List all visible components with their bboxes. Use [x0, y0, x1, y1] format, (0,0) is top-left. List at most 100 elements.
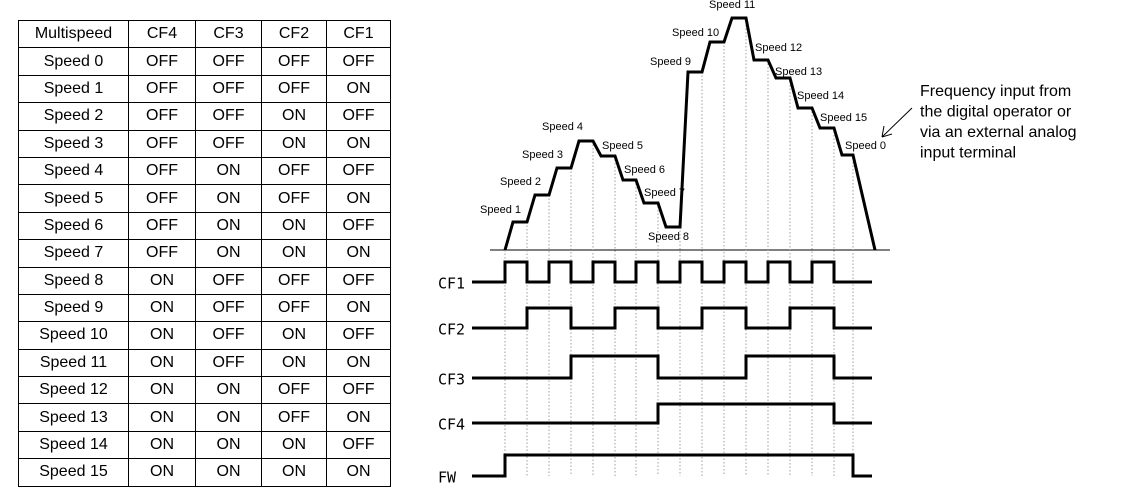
table-row: Speed 2 OFF OFF ON OFF — [18, 102, 391, 131]
cell: ON — [128, 376, 196, 405]
annotation: Frequency input from the digital operator… — [920, 83, 1077, 162]
signal-wave — [472, 306, 872, 330]
cell: Speed 11 — [18, 348, 129, 378]
cell: OFF — [326, 211, 391, 241]
cell: OFF — [326, 266, 391, 295]
cell: Speed 13 — [18, 403, 129, 432]
signal-wave — [472, 260, 872, 284]
cell: OFF — [261, 74, 327, 104]
speed-label: Speed 8 — [648, 231, 689, 243]
cell: OFF — [261, 47, 327, 76]
table-row: Speed 15 ON ON ON ON — [18, 458, 391, 487]
cell: Speed 1 — [18, 74, 129, 104]
speed-label: Speed 6 — [624, 164, 665, 176]
speed-label: Speed 13 — [775, 66, 822, 78]
cell: ON — [128, 430, 196, 460]
table-row: Speed 14 ON ON ON OFF — [18, 430, 391, 460]
header-row: Multispeed CF4 CF3 CF2 CF1 — [18, 19, 391, 49]
arrow-head — [881, 125, 893, 138]
cell: OFF — [326, 102, 391, 131]
cell: OFF — [326, 47, 391, 76]
cell: CF2 — [261, 19, 327, 49]
cell: Speed 15 — [18, 458, 129, 487]
signal-label: FW — [438, 469, 457, 487]
speed-label: Speed 12 — [755, 42, 802, 54]
speed-label: Speed 2 — [500, 176, 541, 188]
speed-label: Speed 14 — [797, 90, 844, 102]
annotation-line: input terminal — [920, 145, 1016, 162]
annotation-line: the digital operator or — [920, 104, 1072, 121]
cell: ON — [195, 184, 262, 213]
cell: ON — [261, 239, 327, 268]
cell: ON — [261, 348, 327, 378]
table-row: Speed 10 ON OFF ON OFF — [18, 321, 391, 350]
cell: ON — [195, 211, 262, 241]
signal-wave — [472, 354, 872, 380]
cell: OFF — [261, 376, 327, 405]
signal-label: CF3 — [438, 371, 465, 389]
guide-lines — [504, 18, 854, 476]
signal-label: CF2 — [438, 321, 465, 339]
cell: ON — [128, 458, 196, 487]
cell: OFF — [128, 102, 196, 131]
speed-label: Speed 15 — [820, 112, 867, 124]
cell: ON — [326, 74, 391, 104]
cell: Speed 3 — [18, 129, 129, 158]
cell: ON — [261, 211, 327, 241]
cell: Speed 9 — [18, 293, 129, 323]
cell: OFF — [128, 74, 196, 104]
cell: ON — [128, 403, 196, 432]
signal-label: CF4 — [438, 416, 465, 434]
cell: ON — [128, 321, 196, 350]
cell: ON — [326, 239, 391, 268]
cell: ON — [326, 129, 391, 158]
cell: OFF — [326, 430, 391, 460]
signal-wave — [472, 453, 872, 478]
speed-label: Speed 7 — [644, 187, 685, 199]
cell: ON — [195, 239, 262, 268]
cell: ON — [195, 156, 262, 186]
table-row: Speed 13 ON ON OFF ON — [18, 403, 391, 432]
signal-label: CF1 — [438, 275, 465, 293]
cell: ON — [326, 458, 391, 487]
cell: CF1 — [326, 19, 391, 49]
signal-waves: CF1 CF2 CF3 CF4 FW — [438, 260, 872, 487]
speed-label: Speed 0 — [845, 140, 886, 152]
table-row: Speed 11 ON OFF ON ON — [18, 348, 391, 378]
cell: OFF — [128, 156, 196, 186]
cell: Speed 5 — [18, 184, 129, 213]
table-row: Speed 1 OFF OFF OFF ON — [18, 74, 391, 104]
cell: Speed 6 — [18, 211, 129, 241]
cell: OFF — [195, 266, 262, 295]
arrow-line — [881, 107, 913, 138]
cell: Speed 14 — [18, 430, 129, 460]
signal-wave — [472, 402, 872, 425]
cell: Multispeed — [18, 19, 129, 49]
speed-label: Speed 11 — [709, 0, 755, 11]
cell: ON — [195, 458, 262, 487]
annotation-line: Frequency input from — [920, 83, 1071, 100]
speed-label: Speed 3 — [522, 149, 563, 161]
table-row: Speed 3 OFF OFF ON ON — [18, 129, 391, 158]
table-row: Speed 0 OFF OFF OFF OFF — [18, 47, 391, 76]
speed-profile — [503, 16, 877, 251]
speed-label: Speed 1 — [480, 204, 521, 216]
table-row: Speed 9 ON OFF OFF ON — [18, 293, 391, 323]
cell: OFF — [128, 47, 196, 76]
cell: ON — [326, 293, 391, 323]
annotation-line: via an external analog — [920, 124, 1077, 141]
speed-label: Speed 10 — [672, 27, 719, 39]
speed-label: Speed 4 — [542, 121, 583, 133]
cell: CF4 — [128, 19, 196, 49]
cell: OFF — [326, 156, 391, 186]
cell: OFF — [195, 47, 262, 76]
cell: Speed 4 — [18, 156, 129, 186]
cell: ON — [261, 430, 327, 460]
cell: OFF — [326, 376, 391, 405]
speed-label: Speed 5 — [602, 140, 643, 152]
cell: ON — [261, 321, 327, 350]
multispeed-table: Multispeed CF4 CF3 CF2 CF1 Speed 0 OFF OFF OFF OF… — [18, 19, 391, 487]
table-row: Speed 4 OFF ON OFF OFF — [18, 156, 391, 186]
